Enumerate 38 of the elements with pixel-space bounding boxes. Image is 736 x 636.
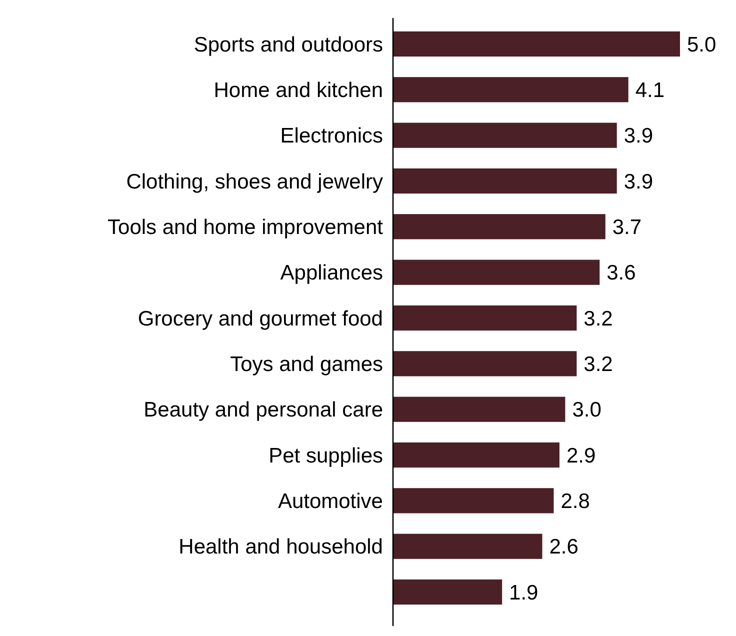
data-label: 3.9 xyxy=(624,124,654,148)
bar xyxy=(393,488,554,514)
y-tick-label: Toys and games xyxy=(230,353,383,376)
bar xyxy=(393,305,577,331)
data-label: 2.9 xyxy=(566,444,596,468)
y-tick-label: Home and kitchen xyxy=(214,79,383,102)
bar xyxy=(393,77,628,102)
y-tick-label: Clothing, shoes and jewelry xyxy=(126,170,384,194)
y-tick-label: Beauty and personal care xyxy=(144,398,383,422)
y-tick-label: Electronics xyxy=(280,124,383,148)
data-label: 3.0 xyxy=(572,398,602,422)
bar xyxy=(393,579,502,605)
bar xyxy=(393,396,566,422)
y-tick-label: Grocery and gourmet food xyxy=(138,307,383,330)
y-tick-label: Pet supplies xyxy=(268,444,383,468)
y-tick-label: Sports and outdoors xyxy=(194,33,383,56)
y-tick-label: Tools and home improvement xyxy=(108,216,384,240)
bar xyxy=(393,351,577,376)
y-tick-label: Automotive xyxy=(278,490,383,514)
data-label: 3.2 xyxy=(584,353,613,376)
y-tick-label: Health and household xyxy=(178,536,383,559)
data-label: 3.9 xyxy=(624,170,654,194)
data-label: 3.7 xyxy=(612,216,642,240)
bar xyxy=(393,442,560,468)
data-label: 2.6 xyxy=(549,536,578,559)
data-label: 4.1 xyxy=(635,79,665,102)
data-label: 1.9 xyxy=(509,581,538,604)
data-label: 3.6 xyxy=(606,262,636,285)
bar xyxy=(393,214,606,240)
data-label: 3.2 xyxy=(584,307,613,330)
bar xyxy=(393,260,600,285)
bar xyxy=(393,31,680,57)
bar xyxy=(393,122,617,148)
bar xyxy=(393,534,542,559)
data-label: 5.0 xyxy=(687,33,716,56)
y-tick-label: Appliances xyxy=(280,262,383,285)
data-label: 2.8 xyxy=(560,490,590,514)
bar xyxy=(393,168,617,194)
